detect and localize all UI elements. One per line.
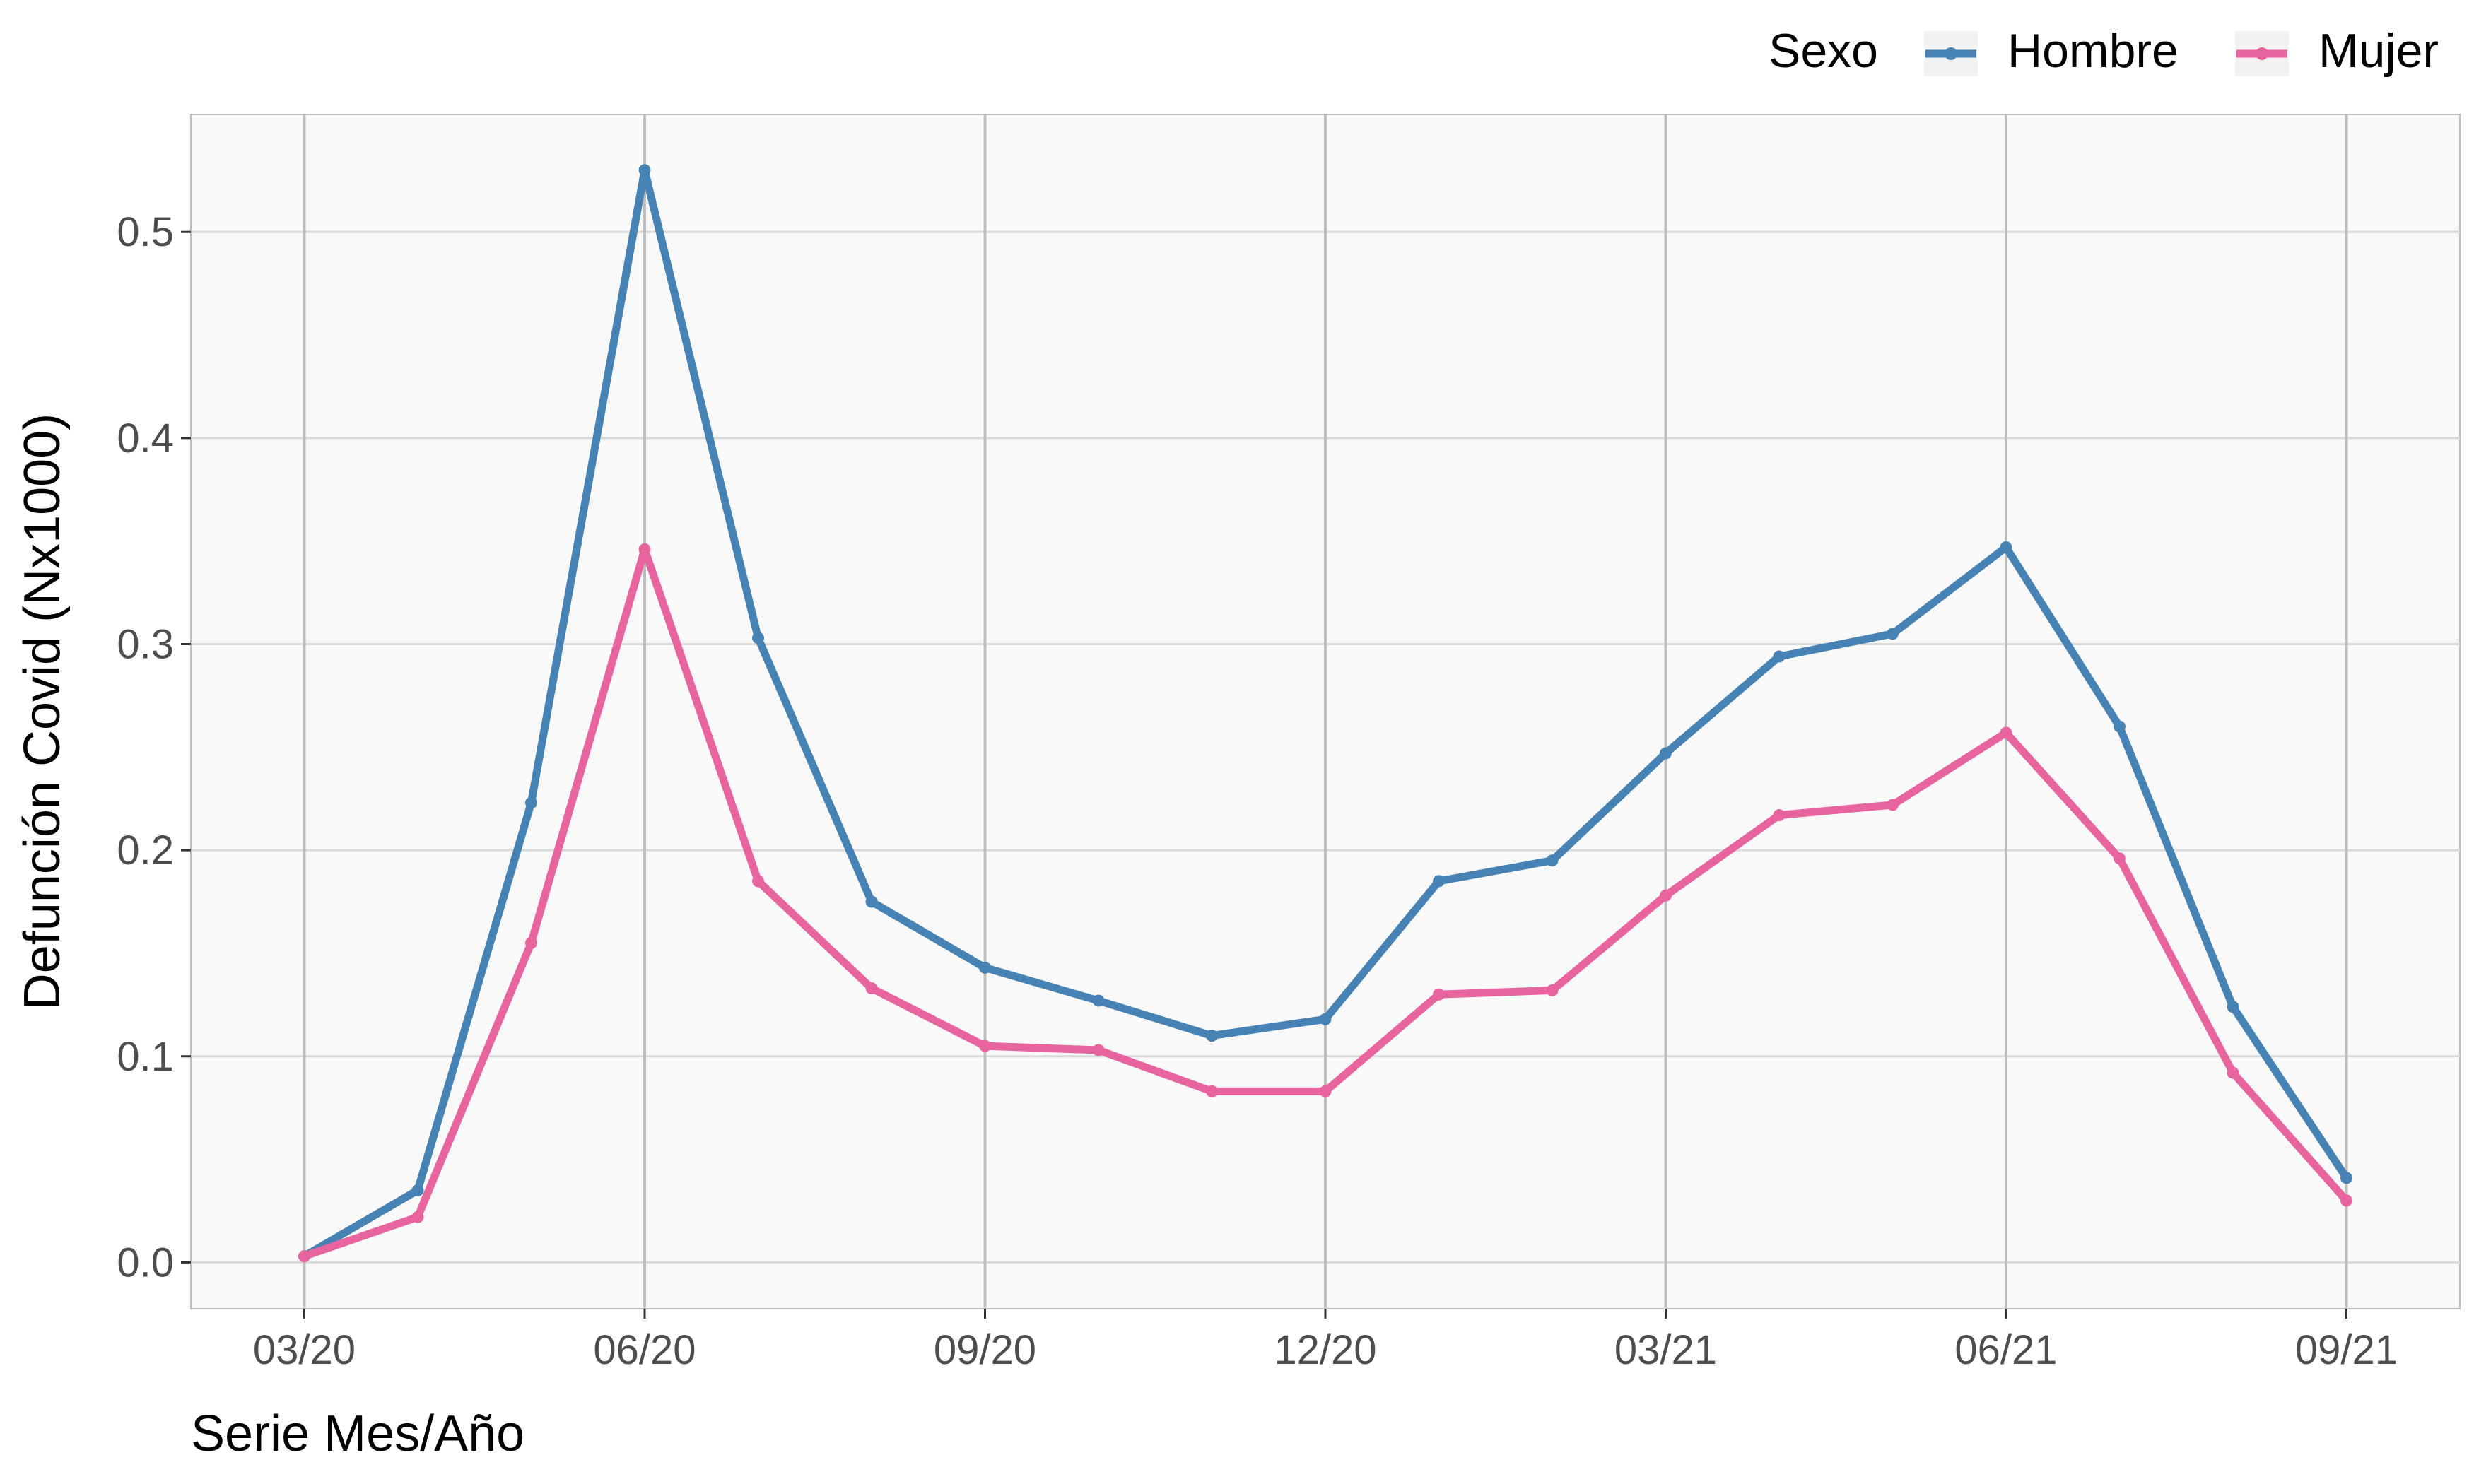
y-tick-label: 0.2 (117, 828, 174, 873)
data-point-mujer (638, 543, 651, 555)
data-point-hombre (638, 164, 651, 177)
legend: Sexo Hombre Mujer (1769, 24, 2439, 78)
data-series (298, 164, 2352, 1263)
axis-ticks: 0.0 0.1 0.2 0.3 0.4 0.5 03/20 06/20 09/20 12/20 03… (117, 209, 2398, 1373)
data-point-mujer (979, 1040, 991, 1052)
x-tick-label: 03/21 (1614, 1327, 1717, 1373)
data-point-mujer (1206, 1085, 1218, 1097)
data-point-mujer (1546, 984, 1559, 996)
data-point-mujer (1319, 1085, 1332, 1097)
x-tick-label: 06/20 (593, 1327, 696, 1373)
data-point-mujer (752, 875, 764, 888)
legend-label-hombre: Hombre (2007, 24, 2179, 78)
legend-title: Sexo (1769, 24, 1878, 78)
data-point-mujer (1660, 889, 1672, 902)
data-point-hombre (1206, 1030, 1218, 1042)
x-tick-label: 09/20 (934, 1327, 1036, 1373)
x-tick-label: 03/20 (253, 1327, 356, 1373)
data-point-mujer (1773, 809, 1786, 822)
data-point-mujer (1887, 799, 1899, 811)
data-point-hombre (1660, 747, 1672, 760)
data-point-hombre (1546, 854, 1559, 867)
x-tick-label: 12/20 (1274, 1327, 1376, 1373)
data-point-mujer (2340, 1194, 2352, 1207)
data-point-hombre (2114, 720, 2126, 733)
y-tick-label: 0.3 (117, 621, 174, 667)
y-tick-label: 0.1 (117, 1034, 174, 1080)
data-point-mujer (2114, 852, 2126, 865)
data-point-mujer (865, 982, 878, 995)
data-point-hombre (1433, 875, 1445, 888)
data-point-mujer (2227, 1066, 2239, 1079)
data-point-hombre (2340, 1172, 2352, 1184)
data-point-hombre (1887, 628, 1899, 640)
x-tick-label: 09/21 (2295, 1327, 2398, 1373)
legend-label-mujer: Mujer (2318, 24, 2439, 78)
data-point-hombre (1092, 994, 1105, 1007)
data-point-hombre (525, 796, 537, 809)
x-tick-label: 06/21 (1954, 1327, 2057, 1373)
data-point-mujer (525, 936, 537, 949)
data-point-hombre (411, 1184, 424, 1196)
data-point-hombre (1773, 650, 1786, 663)
data-point-mujer (1092, 1044, 1105, 1056)
data-point-hombre (865, 895, 878, 908)
y-axis-title: Defunción Covid (Nx1000) (14, 413, 71, 1010)
x-axis-title: Serie Mes/Año (191, 1406, 524, 1462)
data-point-hombre (752, 632, 764, 644)
y-tick-label: 0.5 (117, 209, 174, 255)
legend-marker-mujer (2256, 47, 2268, 60)
y-tick-label: 0.4 (117, 416, 174, 461)
data-point-hombre (979, 961, 991, 974)
data-point-hombre (2000, 541, 2012, 553)
legend-marker-hombre (1945, 47, 1957, 60)
data-point-hombre (1319, 1013, 1332, 1025)
grid-lines (191, 114, 2460, 1309)
y-tick-label: 0.0 (117, 1239, 174, 1285)
data-point-mujer (411, 1211, 424, 1223)
data-point-mujer (1433, 988, 1445, 1001)
data-point-hombre (2227, 1001, 2239, 1013)
data-point-mujer (2000, 726, 2012, 739)
data-point-mujer (298, 1250, 310, 1263)
